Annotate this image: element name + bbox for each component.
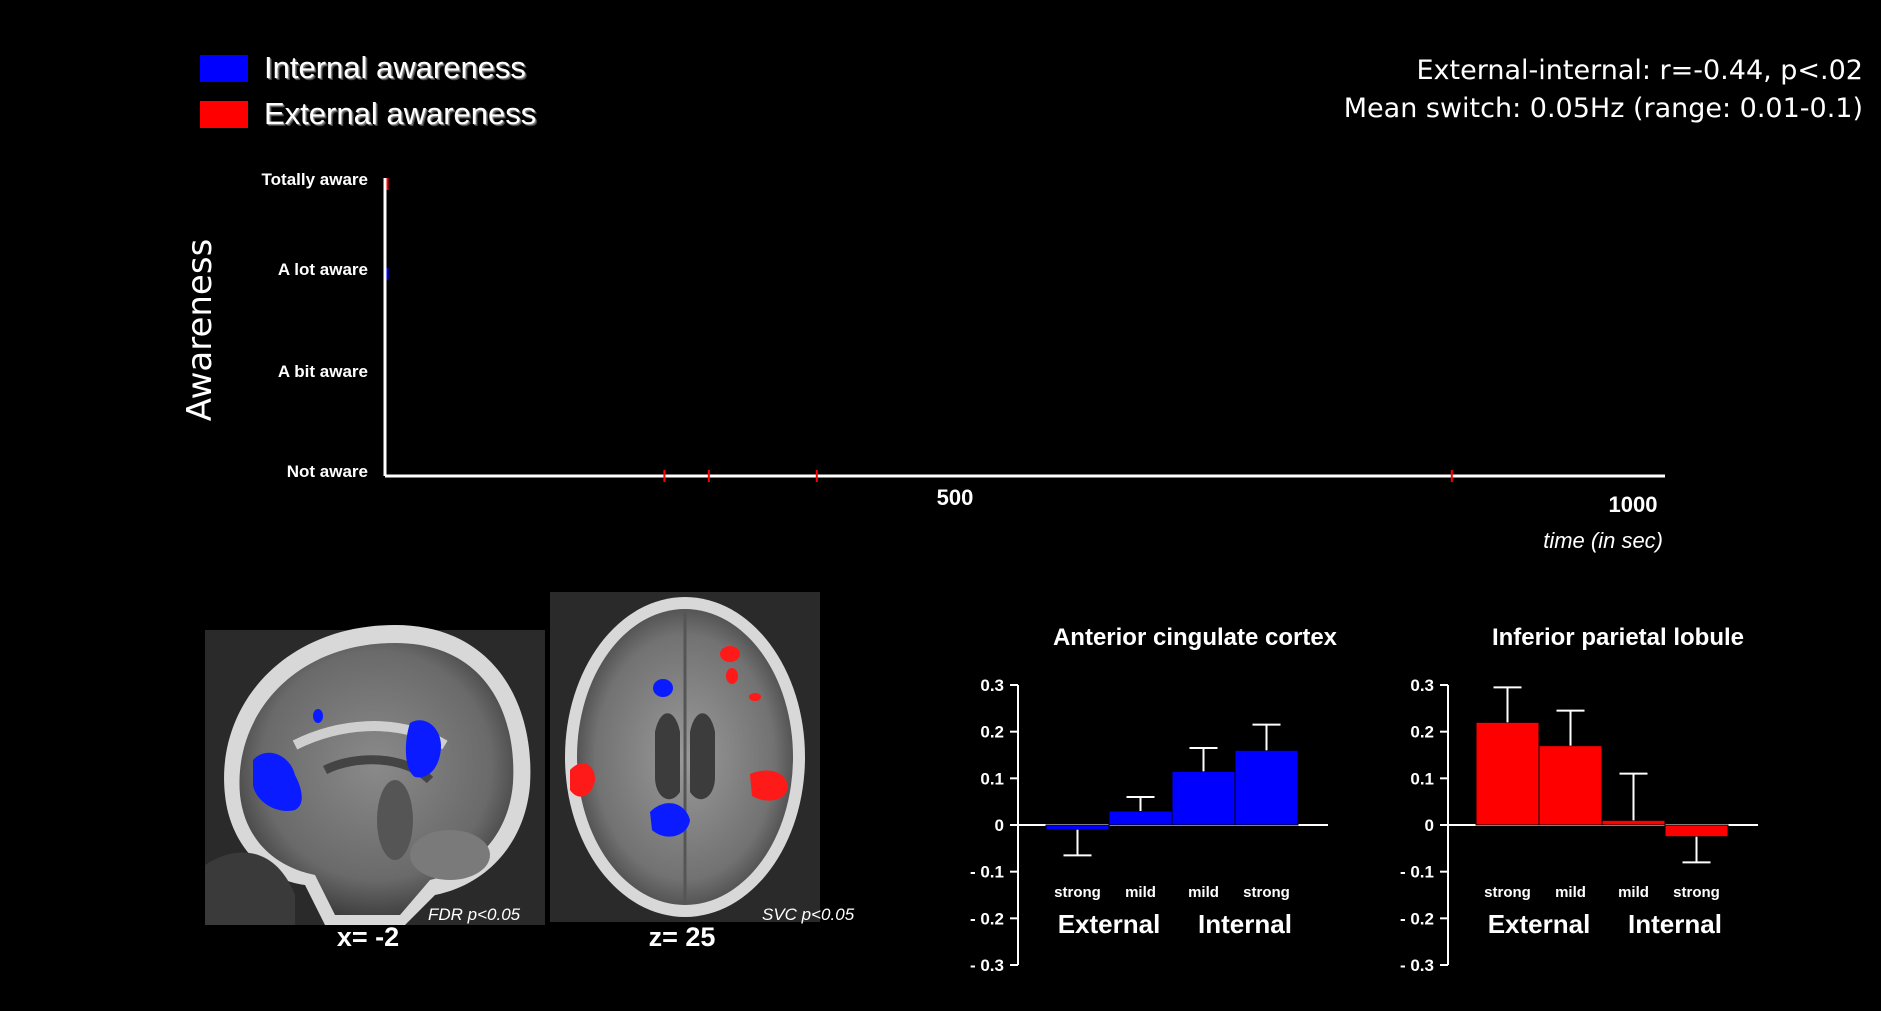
bar-category-label: mild xyxy=(1555,884,1586,901)
bar-y-tick-label: 0.2 xyxy=(980,723,1004,742)
awareness-level-label: Not aware xyxy=(286,462,368,481)
bar-y-tick-label: 0.3 xyxy=(980,676,1004,695)
bar-y-tick-label: - 0.1 xyxy=(1400,863,1434,882)
bar-chart-title: Inferior parietal lobule xyxy=(1492,624,1744,651)
bar-0 xyxy=(1475,721,1540,826)
bar-y-tick-label: 0.1 xyxy=(1410,769,1434,788)
bar-category-label: strong xyxy=(1243,884,1290,901)
bar-category-label: mild xyxy=(1125,884,1156,901)
time-tick-label: 500 xyxy=(936,485,974,510)
bar-y-tick-label: 0.2 xyxy=(1410,723,1434,742)
acc-bar-chart: Anterior cingulate cortex 0.3 0.2 0.1 0 - 0.1… xyxy=(970,624,1338,975)
awareness-level-label: A lot aware xyxy=(277,260,368,279)
ipl-bar-chart: Inferior parietal lobule 0.3 0.2 0.1 0 - 0.1 -… xyxy=(1400,624,1758,975)
ts-point-1-2 xyxy=(707,470,710,482)
svc-threshold-note: SVC p<0.05 xyxy=(762,905,855,924)
bar-y-tick-label: - 0.3 xyxy=(1400,956,1434,975)
bar-y-tick-label: 0.3 xyxy=(1410,676,1434,695)
ts-point-1-4 xyxy=(1450,470,1453,482)
bar-y-tick-label: 0.1 xyxy=(980,769,1004,788)
bar-group-label: External xyxy=(1058,909,1161,939)
ts-point-1-0 xyxy=(386,178,389,190)
sagittal-blue-cluster-3 xyxy=(313,709,323,723)
bar-chart-title: Anterior cingulate cortex xyxy=(1053,624,1338,651)
sagittal-slice-label: x= -2 xyxy=(336,922,400,952)
sagittal-brain-slice xyxy=(205,625,545,925)
bar-group-label: Internal xyxy=(1198,909,1292,939)
bar-3 xyxy=(1234,749,1299,826)
axial-red-cluster-front-1 xyxy=(720,646,740,662)
bar-1 xyxy=(1108,810,1173,826)
bar-category-label: strong xyxy=(1054,884,1101,901)
bar-y-tick-label: - 0.3 xyxy=(970,956,1004,975)
bar-y-tick-label: - 0.1 xyxy=(970,863,1004,882)
time-axis-label: time (in sec) xyxy=(1543,528,1663,553)
awareness-level-label: Totally aware xyxy=(261,170,368,189)
fdr-threshold-note: FDR p<0.05 xyxy=(428,905,521,924)
legend-item-external: External awareness xyxy=(200,96,536,132)
bar-3 xyxy=(1664,824,1729,838)
legend-item-internal: Internal awareness xyxy=(200,50,526,86)
sagittal-blue-cluster-1 xyxy=(253,752,302,811)
bar-category-label: strong xyxy=(1484,884,1531,901)
bar-y-tick-label: - 0.2 xyxy=(1400,909,1434,928)
axial-red-cluster-front-2 xyxy=(726,668,738,684)
bar-1 xyxy=(1538,745,1603,826)
bar-y-tick-label: - 0.2 xyxy=(970,909,1004,928)
legend-swatch-external xyxy=(200,100,248,128)
stats-block: External-internal: r=-0.44, p<.02 Mean s… xyxy=(1344,52,1863,128)
bar-category-label: mild xyxy=(1618,884,1649,901)
bar-y-tick-label: 0 xyxy=(995,816,1004,835)
stats-line-correlation: External-internal: r=-0.44, p<.02 xyxy=(1416,55,1864,86)
ts-point-1-1 xyxy=(663,470,666,482)
awareness-timeseries-chart xyxy=(383,178,1665,482)
bar-group-label: External xyxy=(1488,909,1591,939)
bar-y-tick-label: 0 xyxy=(1425,816,1434,835)
bar-group-label: Internal xyxy=(1628,909,1722,939)
axial-blue-cluster-back xyxy=(650,803,690,837)
axial-red-cluster-front-3 xyxy=(749,693,761,701)
axial-brain-slice xyxy=(550,592,820,922)
bar-2 xyxy=(1171,770,1236,826)
sagittal-blue-cluster-2 xyxy=(405,720,441,778)
ts-point-0-0 xyxy=(386,268,389,280)
time-tick-label: 1000 xyxy=(1608,492,1658,517)
axial-red-cluster-right xyxy=(750,770,788,801)
stats-line-switch: Mean switch: 0.05Hz (range: 0.01-0.1) xyxy=(1343,93,1863,124)
bar-category-label: mild xyxy=(1188,884,1219,901)
bar-category-label: strong xyxy=(1673,884,1720,901)
bar-2 xyxy=(1601,819,1666,826)
ts-point-1-3 xyxy=(815,470,818,482)
axial-blue-cluster-front xyxy=(653,679,673,697)
bar-0 xyxy=(1045,824,1110,831)
axial-slice-label: z= 25 xyxy=(648,922,716,952)
legend-label-internal: Internal awareness xyxy=(264,50,526,85)
legend-label-external: External awareness xyxy=(264,96,537,131)
axial-red-cluster-left xyxy=(570,763,595,797)
awareness-level-label: A bit aware xyxy=(277,362,368,381)
legend-swatch-internal xyxy=(200,54,248,82)
